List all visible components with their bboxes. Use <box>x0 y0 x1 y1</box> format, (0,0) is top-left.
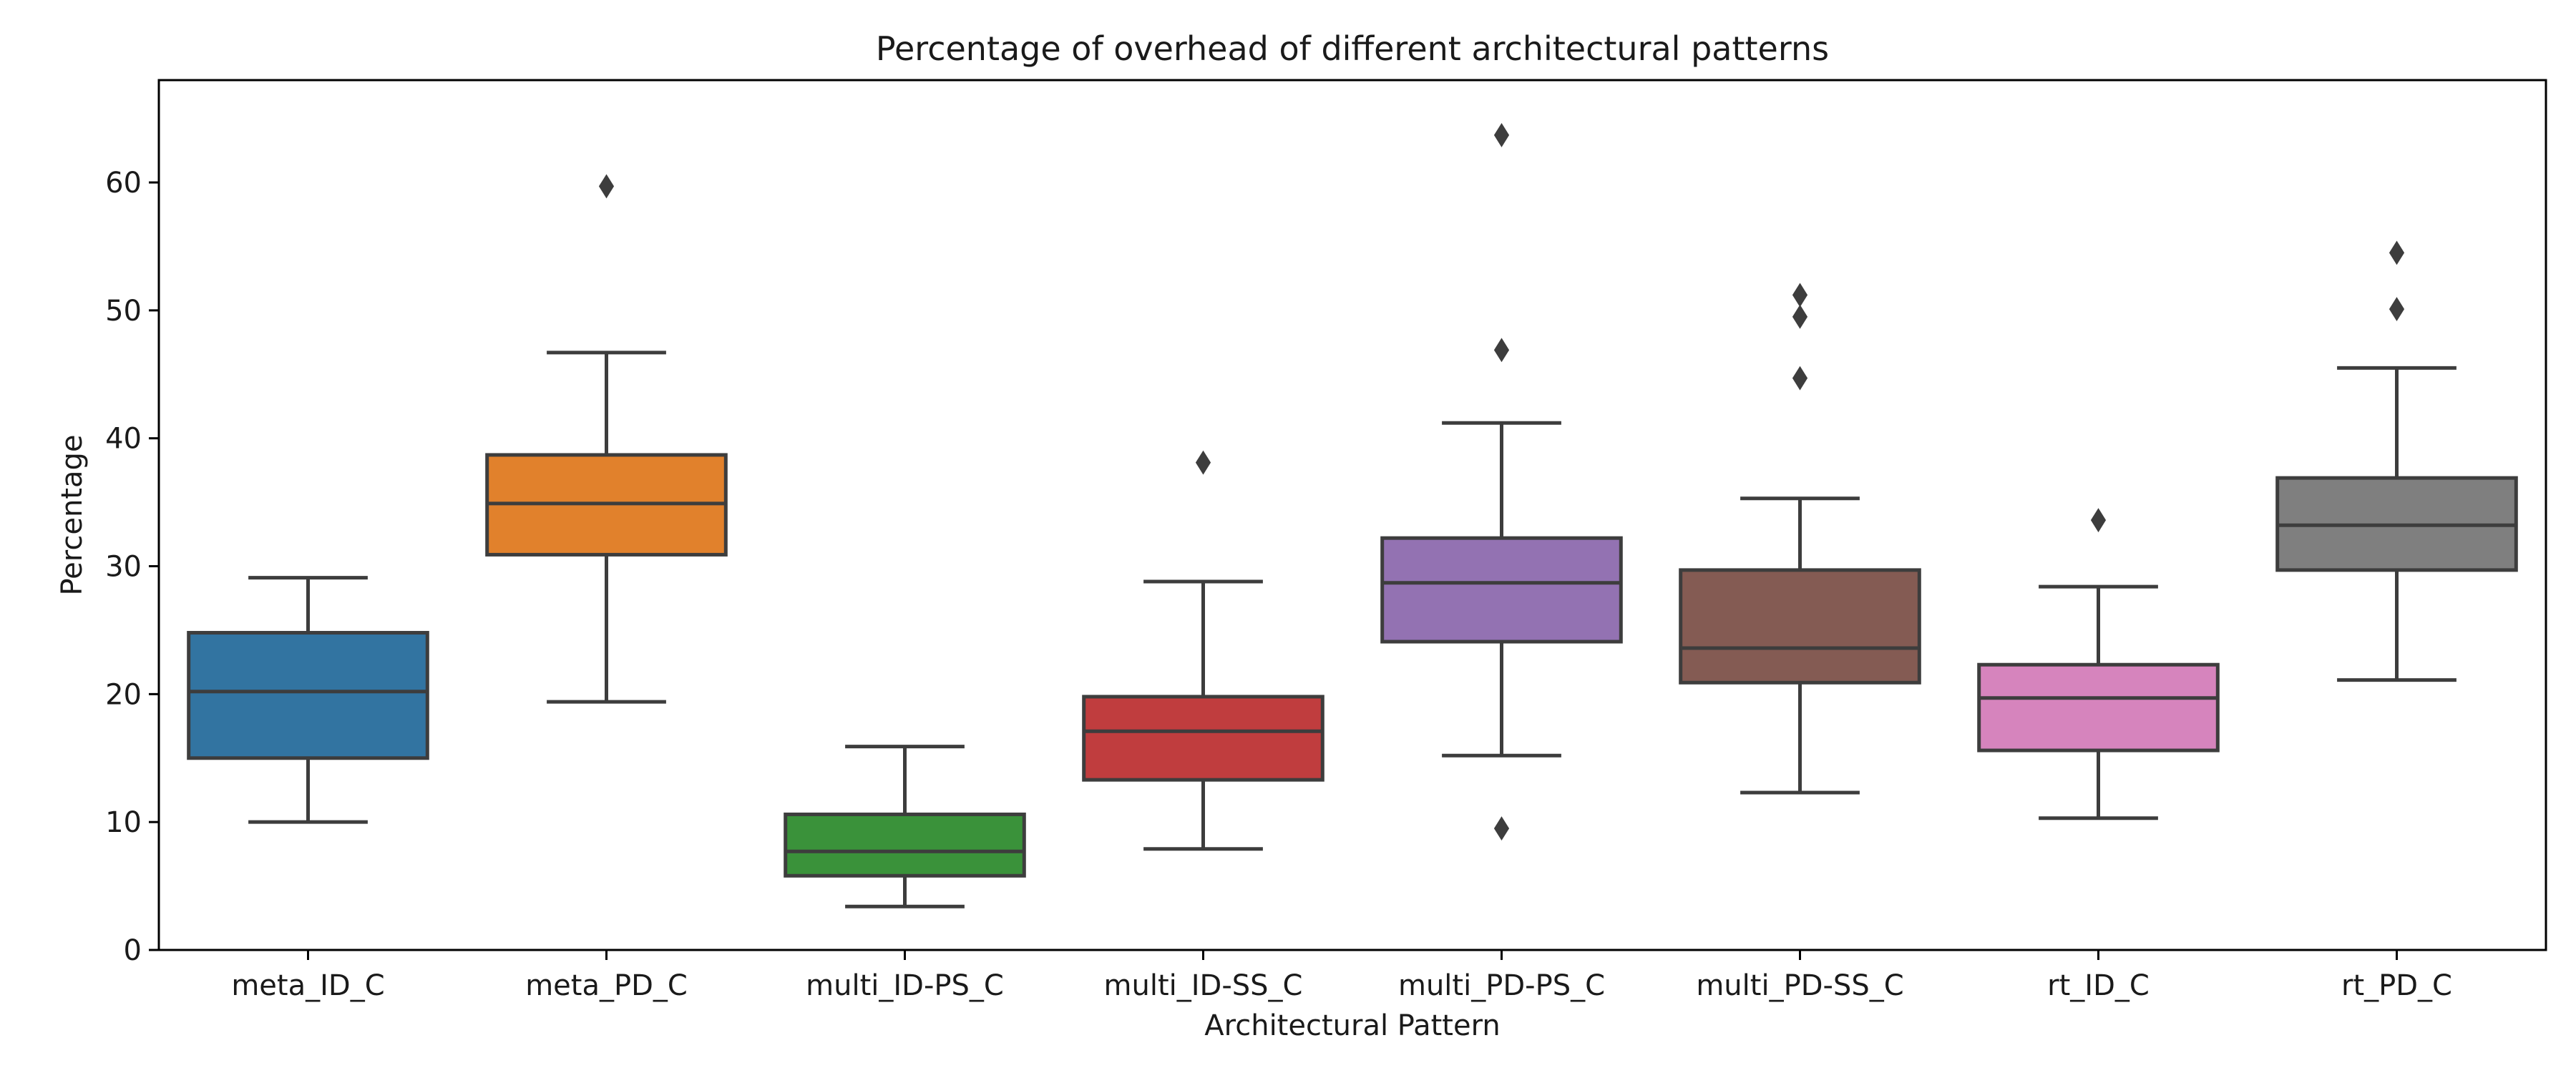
x-tick-label: meta_ID_C <box>231 969 384 1002</box>
outlier-point <box>1792 366 1808 391</box>
outlier-point <box>1792 283 1808 308</box>
outlier-point <box>1493 816 1510 841</box>
y-tick-label: 60 <box>105 167 142 200</box>
outlier-point <box>2090 508 2107 533</box>
y-tick-label: 50 <box>105 295 142 328</box>
x-tick-label: multi_PD-SS_C <box>1696 969 1903 1002</box>
x-axis: meta_ID_C meta_PD_C multi_ID-PS_C multi_ID-… <box>231 950 2452 1002</box>
y-axis-label: Percentage <box>56 434 89 595</box>
x-tick-label: rt_ID_C <box>2047 969 2150 1002</box>
x-tick-label: rt_PD_C <box>2341 969 2452 1002</box>
outlier-point <box>1195 450 1211 475</box>
x-tick-label: multi_ID-SS_C <box>1104 969 1303 1002</box>
chart-title: Percentage of overhead of different arch… <box>876 29 1829 68</box>
outlier-point <box>598 174 615 199</box>
outlier-point <box>2389 240 2405 265</box>
box-iqr <box>1977 662 2220 753</box>
y-axis: 0 10 20 30 40 50 60 <box>105 167 159 967</box>
box-group-rt_PD_C <box>2275 240 2518 682</box>
x-tick-label: meta_PD_C <box>525 969 688 1002</box>
x-axis-label: Architectural Pattern <box>1204 1009 1500 1042</box>
box-iqr <box>1679 568 1921 685</box>
plot-area <box>187 122 2518 908</box>
plot-frame <box>157 79 2547 951</box>
y-tick-label: 40 <box>105 423 142 456</box>
box-group-multi_PD-SS_C <box>1679 283 1921 795</box>
x-tick-label: multi_PD-PS_C <box>1398 969 1605 1002</box>
y-tick-label: 20 <box>105 678 142 711</box>
box-iqr <box>187 631 429 760</box>
y-tick-label: 10 <box>105 806 142 839</box>
box-group-meta_PD_C <box>485 174 728 704</box>
outlier-point <box>1493 338 1510 363</box>
box-group-rt_ID_C <box>1977 508 2220 820</box>
y-tick-label: 30 <box>105 551 142 584</box>
outlier-point <box>1493 122 1510 147</box>
box-group-meta_ID_C <box>187 576 429 824</box>
box-group-multi_ID-PS_C <box>784 745 1026 908</box>
box-group-multi_ID-SS_C <box>1082 450 1324 851</box>
box-iqr <box>784 812 1026 878</box>
box-iqr <box>1082 695 1324 782</box>
y-tick-label: 0 <box>124 934 142 967</box>
outlier-point <box>1792 304 1808 329</box>
outlier-point <box>2389 297 2405 322</box>
x-tick-label: multi_ID-PS_C <box>806 969 1004 1002</box>
box-group-multi_PD-PS_C <box>1380 122 1623 841</box>
box-iqr <box>1380 536 1623 644</box>
